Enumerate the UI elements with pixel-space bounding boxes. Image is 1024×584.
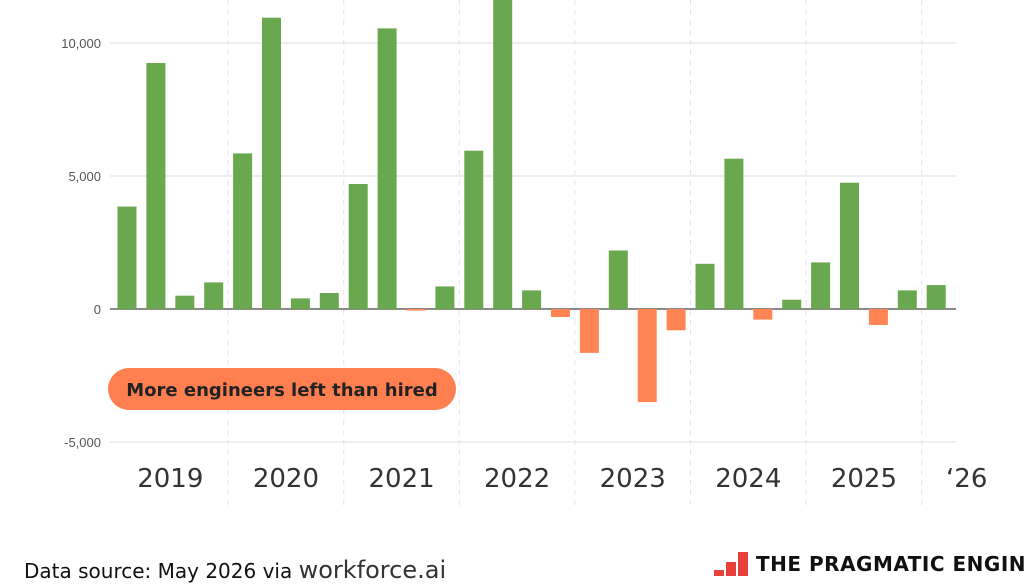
bar [522, 290, 542, 309]
bars [117, 0, 946, 403]
y-tick-label: 0 [94, 302, 101, 317]
bar [319, 293, 339, 309]
annotation: More engineers left than hired [108, 368, 456, 410]
y-axis-ticks: -5,000 0 5,000 10,000 [61, 36, 101, 450]
x-tick-label: 2022 [484, 464, 550, 494]
data-source-label: Data source: May 2026 via [24, 559, 293, 583]
bar [926, 285, 946, 309]
bar [175, 295, 195, 309]
bar [753, 309, 773, 320]
bar [117, 206, 137, 309]
y-tick-label: 5,000 [68, 169, 101, 184]
bar [551, 309, 570, 317]
bar [608, 250, 628, 309]
bar [637, 309, 657, 403]
bar [464, 150, 484, 309]
x-tick-label: 2021 [369, 464, 435, 494]
bar [840, 182, 859, 309]
brand: THE PRAGMATIC ENGINEER [714, 552, 1024, 576]
bar [782, 299, 802, 309]
bar [897, 290, 917, 309]
x-tick-label: 2019 [137, 464, 203, 494]
bar [348, 184, 368, 309]
x-tick-label: ‘26 [946, 464, 987, 494]
bar [724, 158, 744, 309]
bar [493, 0, 513, 310]
annotation-text: More engineers left than hired [126, 380, 437, 401]
bar [233, 153, 253, 309]
bar-chart-logo-icon [714, 552, 748, 576]
year-separators [227, 0, 923, 508]
bar [262, 17, 281, 309]
y-tick-label: 10,000 [61, 36, 101, 51]
data-source: Data source: May 2026 via workforce.ai [24, 556, 446, 584]
annotation-pill [108, 368, 456, 410]
bar [435, 286, 455, 309]
bar [146, 63, 166, 309]
bar [377, 28, 397, 310]
x-tick-label: 2023 [600, 464, 666, 494]
bar [666, 309, 686, 331]
y-tick-label: -5,000 [64, 435, 101, 450]
x-tick-label: 2020 [253, 464, 319, 494]
x-axis-ticks: 2019 2020 2021 2022 2023 2024 2025 ‘26 [137, 464, 987, 494]
data-source-link[interactable]: workforce.ai [298, 556, 447, 584]
bar [868, 309, 888, 325]
brand-name: THE PRAGMATIC ENGINEER [756, 552, 1024, 576]
bar [811, 262, 831, 309]
bar [406, 309, 426, 311]
x-tick-label: 2024 [715, 464, 781, 494]
bar [695, 263, 715, 309]
bar [290, 298, 310, 309]
bar [204, 282, 224, 309]
bar [579, 309, 599, 353]
x-tick-label: 2025 [831, 464, 897, 494]
